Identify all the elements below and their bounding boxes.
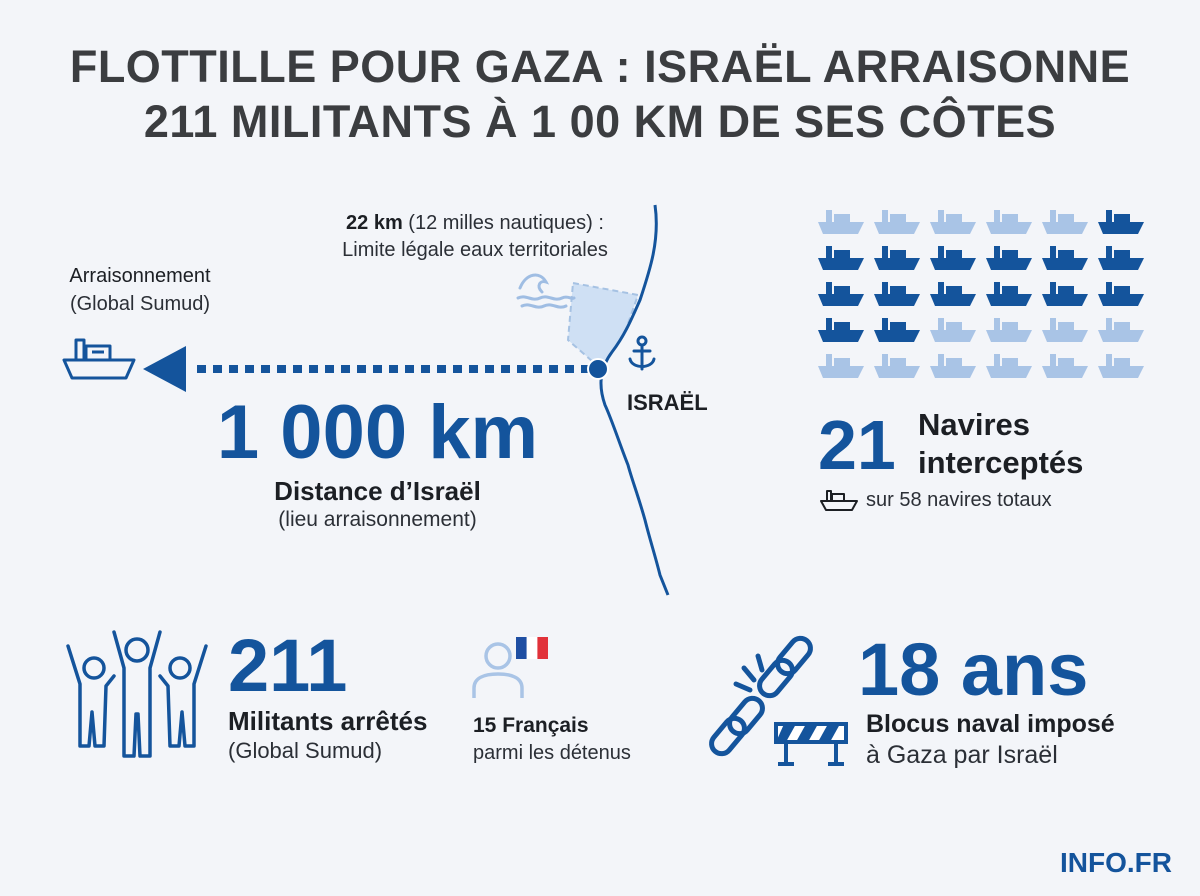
brand-logo: INFO.FR [1060, 847, 1172, 878]
other-ship-icon [930, 354, 976, 378]
page-title-line-1: FLOTTILLE POUR GAZA : ISRAËL ARRAISONNE [69, 41, 1131, 92]
blockade-duration: 18 ans [858, 628, 1089, 711]
other-ship-icon [986, 354, 1032, 378]
intercepted-ship-icon [818, 282, 864, 306]
intercepted-ship-icon [874, 318, 920, 342]
intercepted-ship-icon [874, 246, 920, 270]
other-ship-icon [818, 210, 864, 234]
intercepted-ship-icon [1098, 282, 1144, 306]
boarding-label: Arraisonnement [69, 265, 211, 287]
intercepted-ship-icon [930, 246, 976, 270]
intercepted-ship-icon [818, 246, 864, 270]
distance-sub: (lieu arraisonnement) [278, 508, 477, 531]
other-ship-icon [1042, 210, 1088, 234]
other-ship-icon [986, 318, 1032, 342]
other-ship-icon [930, 210, 976, 234]
intercepted-ship-icon [1042, 282, 1088, 306]
intercepted-ship-icon [1042, 246, 1088, 270]
wave-icon [516, 273, 576, 309]
person-icon [472, 642, 524, 698]
territorial-limit-caption: 22 km (12 milles nautiques) : Limite lég… [300, 210, 650, 264]
intercepted-label-line-1: Navires [918, 407, 1031, 442]
ship-grid [818, 210, 1144, 378]
small-ship-icon [820, 490, 858, 511]
total-ships-text: sur 58 navires totaux [866, 489, 1052, 511]
boarded-ship-icon [62, 338, 136, 380]
militants-sub: (Global Sumud) [228, 738, 383, 763]
distance-arrow [143, 346, 609, 392]
intercepted-ship-icon [1098, 246, 1144, 270]
intercepted-label: Navires interceptés [918, 406, 1083, 482]
broken-chain-barrier-icon [709, 635, 848, 766]
blockade-label-line-2: à Gaza par Israël [866, 741, 1058, 769]
other-ship-icon [874, 354, 920, 378]
anchor-icon [628, 335, 656, 371]
french-flag-icon [516, 637, 548, 659]
intercepted-ship-icon [818, 318, 864, 342]
blockade-label-line-1: Blocus naval imposé [866, 710, 1115, 738]
limit-distance: 22 km [346, 212, 403, 234]
other-ship-icon [986, 210, 1032, 234]
intercepted-label-line-2: interceptés [918, 445, 1084, 480]
other-ship-icon [874, 210, 920, 234]
intercepted-ship-icon [1098, 210, 1144, 234]
distance-label: Distance d’Israël [274, 476, 481, 506]
territorial-waters-zone [566, 281, 640, 370]
militants-count: 211 [228, 624, 348, 707]
other-ship-icon [930, 318, 976, 342]
intercepted-ship-icon [986, 246, 1032, 270]
limit-nautical: (12 milles nautiques) : [402, 212, 604, 234]
limit-description: Limite légale eaux territoriales [342, 239, 608, 261]
other-ship-icon [818, 354, 864, 378]
other-ship-icon [1042, 354, 1088, 378]
page-title-line-2: 211 MILITANTS À 1 00 KM DE SES CÔTES [143, 96, 1057, 147]
other-ship-icon [1098, 354, 1144, 378]
french-count-label: 15 Français [473, 714, 589, 737]
militants-label: Militants arrêtés [228, 706, 428, 736]
other-ship-icon [1042, 318, 1088, 342]
country-label: ISRAËL [627, 390, 708, 415]
boarding-caption: Arraisonnement (Global Sumud) [30, 262, 250, 318]
intercepted-ship-icon [874, 282, 920, 306]
coastline [599, 204, 670, 596]
french-sub: parmi les détenus [473, 742, 631, 764]
boarding-sub: (Global Sumud) [69, 293, 211, 315]
intercepted-ship-icon [986, 282, 1032, 306]
distance-value: 1 000 km [216, 390, 539, 475]
intercepted-count: 21 [818, 406, 896, 484]
intercepted-ship-icon [930, 282, 976, 306]
other-ship-icon [1098, 318, 1144, 342]
people-group-icon [66, 630, 208, 758]
